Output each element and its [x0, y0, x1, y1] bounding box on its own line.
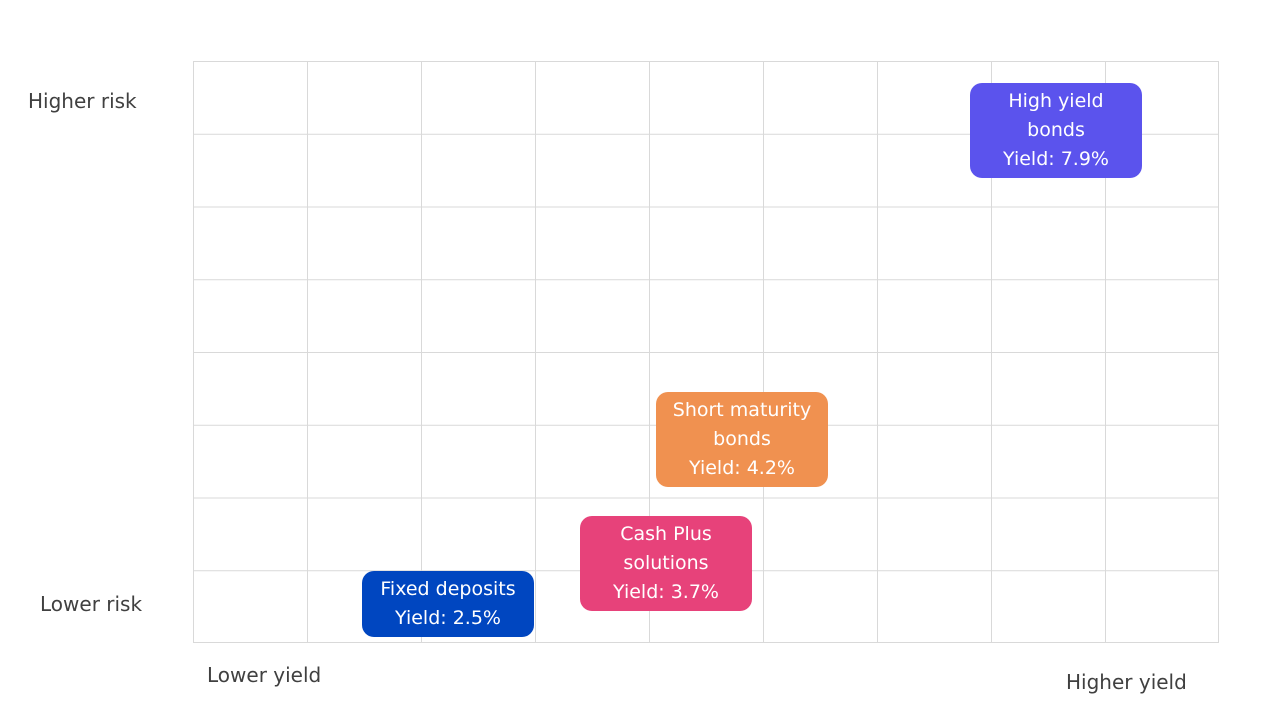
asset-box-high-yield-bonds: High yield bonds Yield: 7.9%	[970, 83, 1142, 178]
asset-yield: Yield: 3.7%	[613, 581, 719, 603]
asset-yield: Yield: 4.2%	[689, 457, 795, 479]
asset-name-line: Short maturity	[672, 399, 812, 421]
asset-yield: Yield: 7.9%	[1003, 148, 1109, 170]
lower-yield-label: Lower yield	[207, 663, 322, 687]
higher-yield-label: Higher yield	[1066, 670, 1187, 694]
asset-yield: Yield: 2.5%	[395, 607, 501, 629]
asset-box-short-maturity-bonds: Short maturity bonds Yield: 4.2%	[656, 392, 828, 487]
asset-box-fixed-deposits: Fixed deposits Yield: 2.5%	[362, 571, 534, 637]
asset-name-line: Cash Plus	[620, 523, 712, 545]
higher-risk-label: Higher risk	[28, 89, 137, 113]
asset-name-line: bonds	[1027, 119, 1085, 141]
asset-box-cash-plus-solutions: Cash Plus solutions Yield: 3.7%	[580, 516, 752, 611]
asset-name-line: High yield	[1008, 90, 1104, 112]
lower-risk-label: Lower risk	[40, 592, 143, 616]
asset-name-line: Fixed deposits	[380, 578, 516, 600]
asset-name-line: bonds	[713, 428, 771, 450]
asset-name-line: solutions	[623, 552, 709, 574]
